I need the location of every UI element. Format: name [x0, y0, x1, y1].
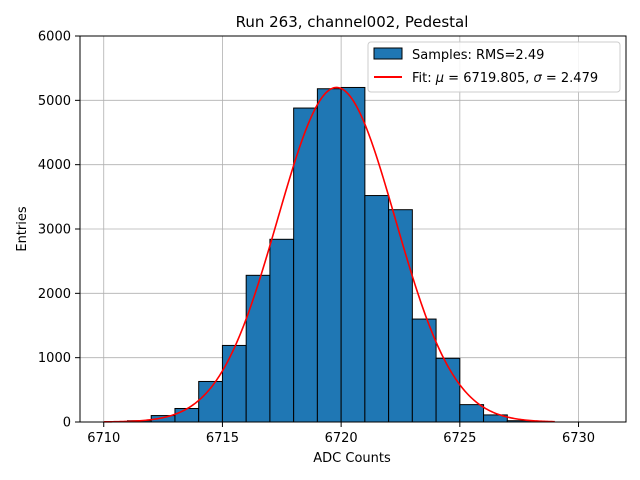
legend-fit-part-0: Fit: [412, 71, 436, 86]
x-axis: 6710 6715 6720 6725 6730 [87, 422, 595, 446]
legend-label-samples: Samples: RMS=2.49 [412, 48, 544, 63]
x-tick-label: 6730 [562, 431, 595, 446]
histogram-bar [269, 238, 295, 423]
legend-fit-part-2: = 6719.805, [444, 71, 533, 86]
x-tick-label: 6720 [325, 431, 358, 446]
histogram-bar [459, 404, 485, 423]
histogram-bar [388, 209, 413, 423]
y-tick-label: 3000 [38, 223, 71, 238]
y-axis-label: Entries [15, 206, 30, 252]
x-axis-label: ADC Counts [313, 451, 391, 466]
histogram-bars [126, 86, 532, 423]
fit-curve [103, 86, 555, 423]
y-tick-label: 6000 [38, 30, 71, 45]
histogram-bar [245, 274, 271, 423]
legend-swatch-samples [373, 47, 403, 60]
x-tick-label: 6715 [206, 431, 239, 446]
y-tick-label: 1000 [38, 351, 71, 366]
legend-box [367, 41, 621, 93]
y-tick-label: 5000 [38, 94, 71, 109]
legend-fit-part-4: = 2.479 [542, 71, 598, 86]
y-tick-label: 0 [63, 416, 71, 431]
histogram-bar [174, 407, 200, 423]
legend-fit-sigma-symbol: σ [534, 71, 543, 86]
histogram-bar [340, 86, 366, 423]
chart-title: Run 263, channel002, Pedestal [236, 13, 469, 31]
fit-curve-group [103, 86, 555, 423]
x-tick-label: 6725 [443, 431, 476, 446]
histogram-bar [221, 344, 247, 423]
y-axis: 0 1000 2000 3000 4000 5000 6000 [38, 30, 80, 431]
x-tick-label: 6710 [87, 431, 120, 446]
legend: Samples: RMS=2.49 Fit: μ = 6719.805, σ =… [367, 41, 621, 93]
y-tick-label: 2000 [38, 287, 71, 302]
histogram-bar [364, 195, 390, 423]
histogram-bar [316, 88, 342, 423]
y-tick-label: 4000 [38, 158, 71, 173]
legend-label-fit: Fit: μ = 6719.805, σ = 2.479 [412, 71, 598, 86]
legend-fit-mu-symbol: μ [435, 71, 444, 86]
